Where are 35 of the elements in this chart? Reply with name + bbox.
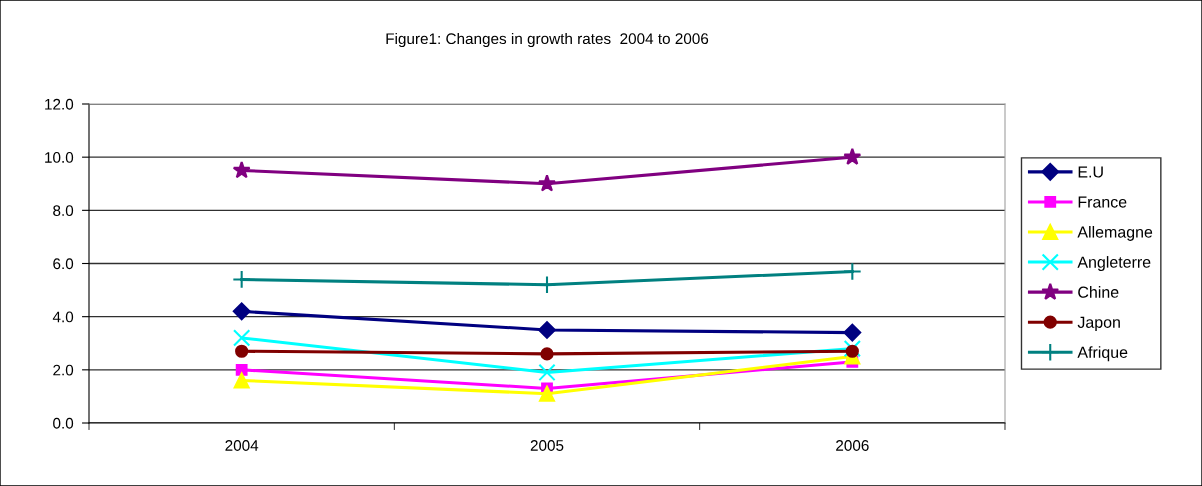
y-tick-label: 12.0 — [45, 98, 74, 110]
y-tick-label: 0.0 — [53, 417, 74, 429]
point — [843, 323, 862, 342]
y-tick-label: 6.0 — [53, 258, 74, 270]
legend-label: Chine — [1078, 286, 1119, 298]
point — [540, 347, 554, 361]
legend-label: Japon — [1077, 316, 1120, 332]
point — [843, 147, 862, 165]
x-tick-label: 2006 — [836, 440, 869, 451]
x-tick-label: 2005 — [530, 440, 564, 451]
legend-label: Afrique — [1077, 346, 1128, 362]
point — [232, 161, 251, 179]
legend-label: Allemagne — [1077, 225, 1153, 241]
y-tick-label: 8.0 — [53, 205, 74, 217]
point — [232, 302, 251, 321]
legend-label: France — [1078, 196, 1127, 208]
point — [845, 344, 859, 358]
point — [538, 321, 556, 339]
point — [538, 363, 556, 382]
point — [232, 270, 252, 289]
point — [537, 275, 557, 295]
legend-label: Angleterre — [1077, 256, 1151, 271]
point — [235, 344, 249, 358]
x-tick-label: 2004 — [225, 440, 259, 451]
point — [842, 262, 862, 281]
point — [233, 372, 250, 389]
chart-title: Figure1: Changes in growth rates 2004 to 2006 — [386, 32, 709, 48]
point — [232, 329, 251, 347]
legend-label: E.U — [1078, 166, 1103, 178]
y-tick-label: 2.0 — [53, 364, 74, 376]
point — [538, 174, 556, 192]
y-tick-label: 10.0 — [45, 152, 74, 163]
point — [235, 363, 248, 376]
point — [539, 385, 555, 402]
y-tick-label: 4.0 — [52, 311, 74, 323]
